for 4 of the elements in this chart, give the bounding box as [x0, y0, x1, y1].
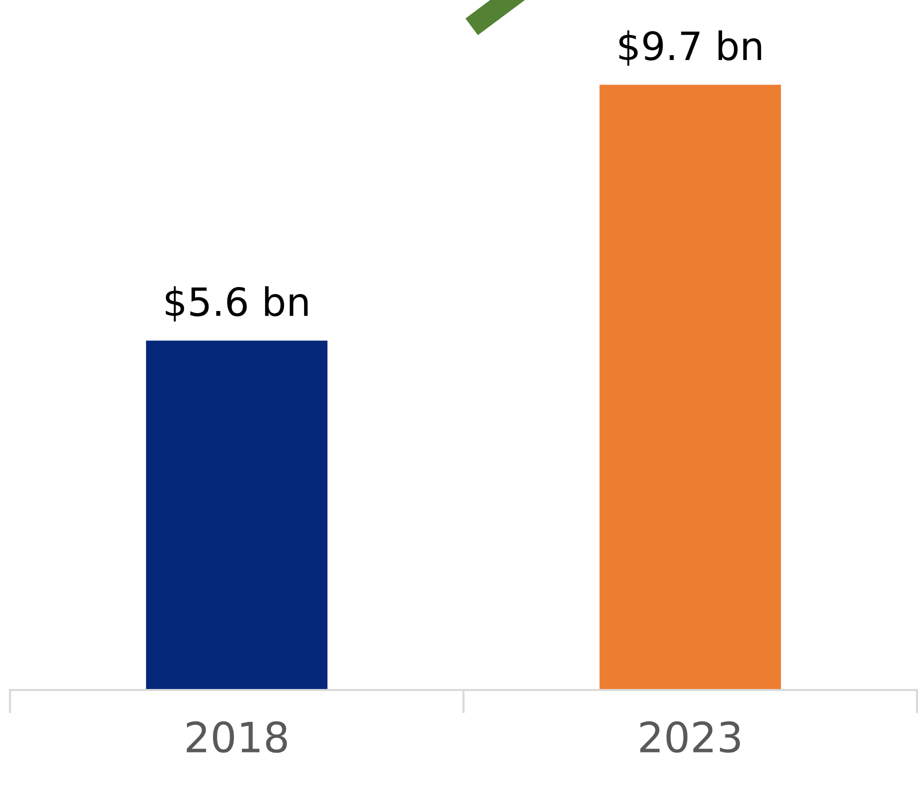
data-label: $9.7 bn — [619, 30, 762, 66]
x-tick-label: 2023 — [640, 721, 740, 753]
x-tick-label: 2018 — [186, 721, 287, 753]
data-label: $5.6 bn — [166, 286, 308, 322]
